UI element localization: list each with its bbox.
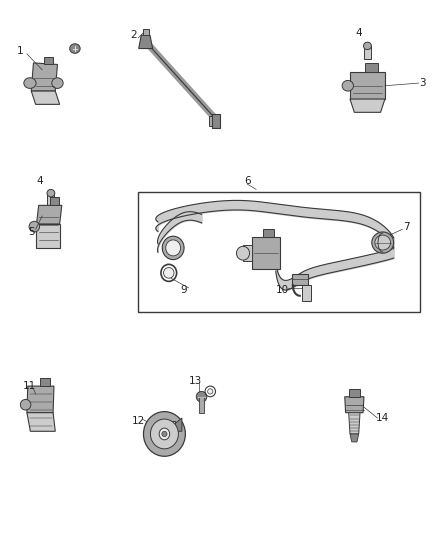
Polygon shape [345, 397, 364, 413]
Ellipse shape [166, 240, 180, 256]
Text: 7: 7 [403, 222, 410, 232]
Ellipse shape [70, 44, 80, 53]
Ellipse shape [159, 428, 170, 440]
Text: 1: 1 [17, 46, 24, 56]
Text: 6: 6 [244, 176, 251, 187]
Text: 12: 12 [131, 416, 145, 426]
Polygon shape [31, 63, 57, 91]
Polygon shape [212, 114, 220, 128]
Text: 10: 10 [276, 286, 289, 295]
Text: 5: 5 [28, 227, 35, 237]
Ellipse shape [29, 221, 39, 232]
Polygon shape [350, 99, 385, 112]
Polygon shape [243, 245, 252, 261]
Polygon shape [40, 378, 49, 386]
Polygon shape [44, 56, 53, 64]
Ellipse shape [208, 389, 213, 394]
Text: 13: 13 [188, 376, 201, 386]
Ellipse shape [52, 78, 63, 88]
Polygon shape [365, 63, 378, 72]
Text: 9: 9 [181, 286, 187, 295]
Ellipse shape [196, 391, 207, 402]
Ellipse shape [20, 399, 31, 410]
Polygon shape [35, 224, 60, 248]
Ellipse shape [47, 189, 55, 197]
Ellipse shape [163, 268, 174, 278]
Text: 11: 11 [22, 381, 36, 391]
Polygon shape [27, 413, 55, 431]
Ellipse shape [162, 236, 184, 260]
Polygon shape [36, 205, 62, 224]
Polygon shape [364, 46, 371, 59]
Ellipse shape [372, 232, 394, 253]
Ellipse shape [24, 78, 36, 88]
Ellipse shape [364, 42, 371, 50]
Polygon shape [350, 434, 359, 442]
Text: 2: 2 [131, 30, 137, 41]
Polygon shape [175, 418, 182, 431]
Polygon shape [292, 274, 307, 285]
Polygon shape [49, 197, 59, 205]
Polygon shape [139, 35, 152, 49]
Ellipse shape [150, 419, 178, 449]
Polygon shape [263, 229, 274, 237]
Ellipse shape [162, 431, 167, 437]
Polygon shape [47, 193, 54, 206]
Polygon shape [349, 389, 360, 397]
Polygon shape [302, 285, 311, 301]
Ellipse shape [342, 80, 353, 91]
Polygon shape [350, 72, 385, 99]
Ellipse shape [144, 411, 185, 456]
Polygon shape [31, 91, 60, 104]
Text: 14: 14 [376, 413, 389, 423]
Ellipse shape [375, 235, 391, 250]
Polygon shape [209, 116, 212, 126]
Text: 8: 8 [270, 238, 277, 247]
Text: 4: 4 [37, 176, 43, 187]
Polygon shape [143, 29, 149, 35]
Polygon shape [349, 413, 360, 434]
Polygon shape [199, 397, 204, 413]
Bar [138, 192, 420, 312]
Text: 4: 4 [355, 28, 362, 38]
Polygon shape [252, 237, 280, 269]
Text: 3: 3 [419, 78, 425, 88]
Polygon shape [169, 421, 175, 431]
Polygon shape [27, 386, 54, 413]
Ellipse shape [237, 246, 250, 260]
